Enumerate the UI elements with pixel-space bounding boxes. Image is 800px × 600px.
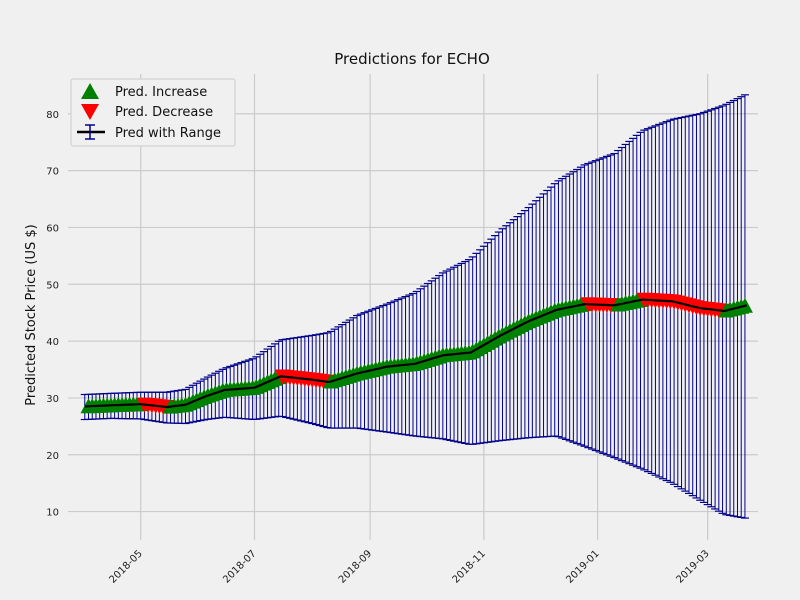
y-tick-label: 60 xyxy=(46,223,59,234)
y-tick-label: 80 xyxy=(46,110,59,121)
legend-increase-marker xyxy=(81,83,99,99)
legend: Pred. Increase Pred. Decrease Pred with … xyxy=(70,78,236,147)
y-tick-label: 30 xyxy=(46,394,59,405)
y-tick-label: 50 xyxy=(46,280,59,291)
y-tick-label: 70 xyxy=(46,167,59,178)
y-tick-label: 20 xyxy=(46,451,59,462)
legend-decrease-marker xyxy=(81,104,99,120)
prediction-line xyxy=(84,298,748,409)
y-tick-label: 10 xyxy=(46,508,59,519)
legend-box xyxy=(70,78,236,147)
legend-range-marker xyxy=(77,124,105,140)
legend-decrease-label: Pred. Decrease xyxy=(115,105,213,120)
y-tick-label: 40 xyxy=(46,337,59,348)
legend-range-label: Pred with Range xyxy=(115,126,221,141)
prediction-series-line xyxy=(84,298,748,409)
y-axis-label: Predicted Stock Price (US $) xyxy=(24,224,39,405)
legend-increase-label: Pred. Increase xyxy=(115,85,207,100)
chart-title: Predictions for ECHO xyxy=(334,50,490,68)
